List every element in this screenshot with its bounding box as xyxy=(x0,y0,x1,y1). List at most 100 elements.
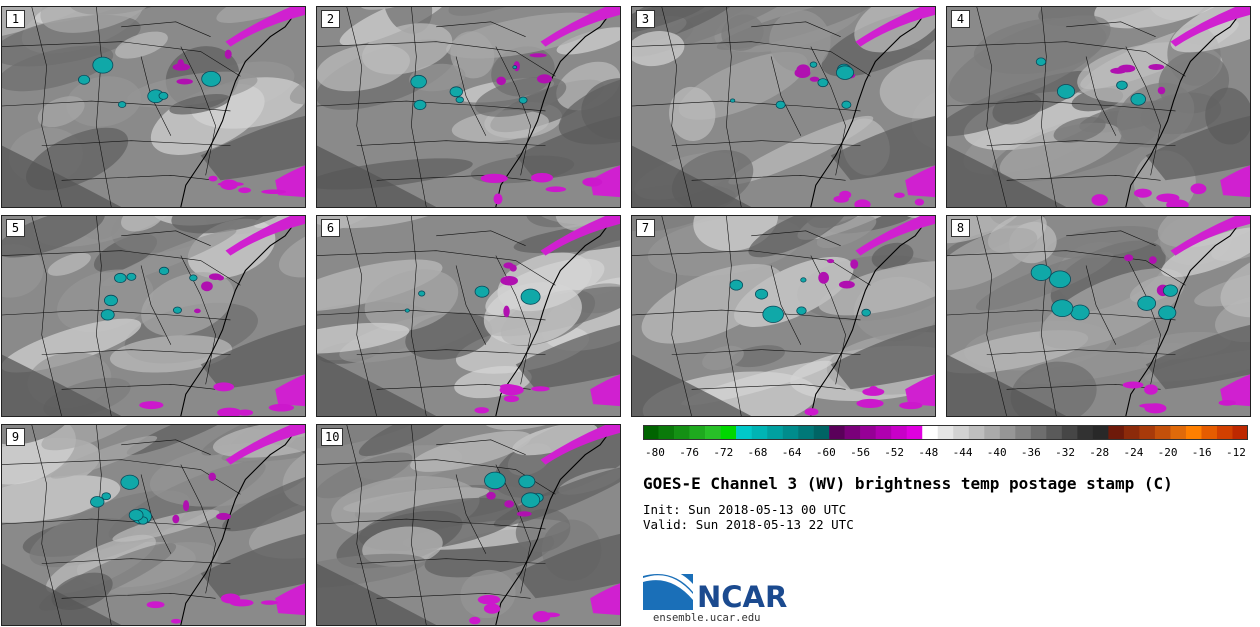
wv-band xyxy=(641,263,784,344)
convective-cell xyxy=(104,294,118,307)
state-border xyxy=(810,46,846,176)
cold-cloud-patch xyxy=(217,407,242,416)
member-number-label: 5 xyxy=(6,219,25,237)
water-vapor-map xyxy=(632,216,935,416)
cold-cloud-patch xyxy=(582,177,603,187)
state-border xyxy=(1125,46,1161,176)
colorbar-swatch xyxy=(658,425,675,439)
cold-cloud-region xyxy=(590,165,620,198)
wv-band xyxy=(512,425,598,456)
colorbar-tick-label: -56 xyxy=(850,446,870,459)
cold-cloud-patch xyxy=(183,500,190,512)
state-border xyxy=(691,175,846,181)
cold-cloud-patch xyxy=(509,264,517,272)
state-border xyxy=(356,140,546,146)
website-link[interactable]: ensemble.ucar.edu xyxy=(653,612,761,624)
colorbar-swatch xyxy=(1123,425,1140,439)
dry-region xyxy=(1145,324,1250,390)
init-value: Sun 2018-05-13 00 UTC xyxy=(688,502,847,517)
colorbar-tick-label: -76 xyxy=(679,446,699,459)
colorbar-tick-label: -72 xyxy=(713,446,733,459)
cold-cloud-patch xyxy=(201,281,213,292)
colorbar-outline xyxy=(643,425,1248,440)
state-border xyxy=(495,464,531,594)
colorbar-swatch xyxy=(1046,425,1063,439)
cold-cloud-patch xyxy=(177,59,185,70)
state-border xyxy=(1085,265,1117,345)
wv-band xyxy=(1053,116,1106,143)
dry-region xyxy=(2,563,122,625)
member-number-label: 3 xyxy=(636,10,655,28)
state-border xyxy=(346,7,377,207)
state-border xyxy=(356,558,546,564)
colorbar-swatch xyxy=(1030,425,1047,439)
state-border xyxy=(2,309,231,321)
dry-region xyxy=(947,145,1067,207)
cold-cloud-patch xyxy=(1148,64,1165,70)
cold-cloud-patch xyxy=(854,199,871,207)
wv-band xyxy=(115,31,168,59)
colorbar-swatch xyxy=(643,425,659,439)
coastline xyxy=(810,216,931,416)
colorbar-tick-label: -16 xyxy=(1192,446,1212,459)
ensemble-member-panel: 5 xyxy=(1,215,306,417)
convective-cell xyxy=(729,279,744,291)
cold-cloud-patch xyxy=(496,76,506,86)
cold-cloud-region xyxy=(855,7,935,47)
wv-band xyxy=(947,228,1038,290)
wv-band xyxy=(1094,7,1240,29)
cold-cloud-patch xyxy=(914,198,925,206)
cold-cloud-patch xyxy=(1110,67,1126,74)
state-border xyxy=(317,518,546,530)
convective-cell xyxy=(841,100,852,109)
wv-band xyxy=(871,242,914,270)
wv-band xyxy=(254,216,305,229)
wv-band xyxy=(1170,7,1250,53)
state-border xyxy=(455,265,487,345)
ncar-logo xyxy=(643,570,693,610)
colorbar-swatch xyxy=(1108,425,1125,439)
wv-band xyxy=(50,435,158,479)
wv-band xyxy=(446,12,604,59)
cold-cloud-patch xyxy=(536,74,553,84)
cold-cloud-patch xyxy=(261,189,287,195)
convective-cell xyxy=(418,290,426,297)
state-border xyxy=(436,439,526,455)
colorbar-swatch xyxy=(1232,425,1248,439)
state-border xyxy=(376,593,531,599)
ensemble-member-panel: 1 xyxy=(1,6,306,208)
wv-band xyxy=(169,93,231,115)
wv-band xyxy=(1161,227,1250,278)
state-border xyxy=(436,230,526,246)
wv-band xyxy=(112,509,220,542)
state-border xyxy=(671,140,861,146)
wv-band xyxy=(149,443,305,507)
cold-cloud-patch xyxy=(217,181,244,187)
state-border xyxy=(947,100,1176,112)
state-border xyxy=(346,216,377,416)
colorbar-swatch xyxy=(782,425,799,439)
state-border xyxy=(1006,175,1161,181)
convective-cell xyxy=(520,288,541,305)
convective-cell xyxy=(796,306,807,316)
wv-band xyxy=(460,569,516,619)
state-border xyxy=(61,175,216,181)
cold-cloud-region xyxy=(275,374,305,407)
cold-cloud-patch xyxy=(500,276,518,286)
wv-band xyxy=(992,91,1042,125)
init-time: Init: Sun 2018-05-13 00 UTC xyxy=(643,502,846,517)
convective-cell xyxy=(128,509,144,522)
cold-cloud-region xyxy=(540,7,620,47)
cold-cloud-patch xyxy=(480,173,508,184)
colorbar-swatch xyxy=(1015,425,1032,439)
wv-band xyxy=(383,7,433,34)
cold-cloud-patch xyxy=(893,192,905,198)
water-vapor-map xyxy=(632,7,935,207)
cold-cloud-patch xyxy=(850,259,859,269)
cold-cloud-patch xyxy=(146,601,165,609)
cold-cloud-region xyxy=(1220,374,1250,407)
convective-cell xyxy=(158,266,170,276)
water-vapor-map xyxy=(317,425,620,625)
cold-cloud-patch xyxy=(499,384,524,396)
cold-cloud-patch xyxy=(469,616,481,625)
